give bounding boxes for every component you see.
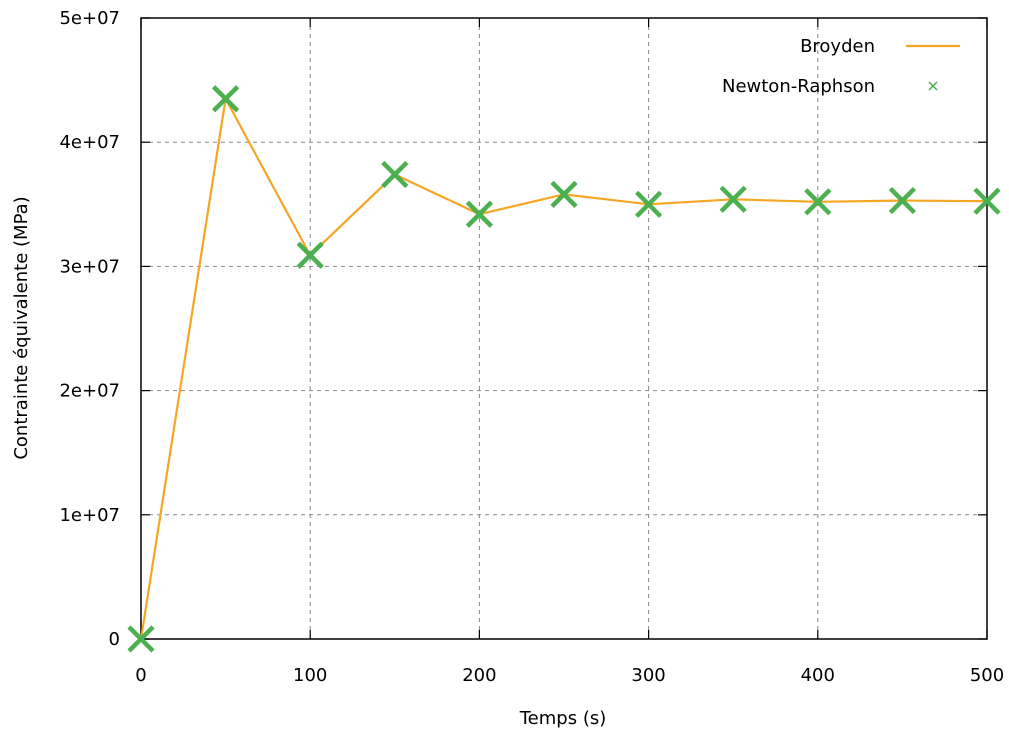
cross-stroke (973, 187, 1001, 215)
x-tick-label: 300 (631, 665, 665, 686)
y-tick-label: 2e+07 (59, 381, 120, 402)
x-axis-label: Temps (s) (519, 708, 607, 729)
x-tick-label: 0 (135, 665, 146, 686)
cross-stroke (635, 190, 663, 218)
x-tick-label: 500 (970, 665, 1004, 686)
legend-swatch-cross (928, 81, 938, 91)
data-point-newton-raphson (973, 187, 1001, 215)
data-point-newton-raphson (127, 625, 155, 653)
y-tick-label: 0 (109, 629, 120, 650)
data-point-newton-raphson (212, 85, 240, 113)
data-point-newton-raphson (296, 241, 324, 269)
cross-stroke (212, 85, 240, 113)
axes: 0 100 200 300 400 500 0 1e+07 2e+07 3e+07 4e+07 5e+… (59, 8, 1004, 686)
grid-lines (141, 18, 987, 639)
legend-label: Newton-Raphson (722, 76, 875, 97)
legend: Broyden Newton-Raphson (722, 36, 960, 97)
y-tick-label: 4e+07 (59, 132, 120, 153)
series-group (127, 85, 1001, 653)
cross-stroke (888, 186, 916, 215)
series-line-broyden (139, 95, 988, 640)
cross-stroke (127, 625, 155, 653)
cross-stroke (465, 200, 493, 228)
y-tick-label: 5e+07 (59, 8, 120, 29)
legend-label: Broyden (800, 36, 875, 57)
data-point-newton-raphson (381, 160, 409, 189)
cross-stroke (381, 160, 409, 189)
data-point-newton-raphson (804, 188, 832, 216)
y-axis-label: Contrainte équivalente (MPa) (11, 196, 32, 459)
plot-frame (140, 17, 988, 640)
data-point-newton-raphson (888, 186, 916, 215)
y-tick-label: 1e+07 (59, 505, 120, 526)
cross-stroke (804, 188, 832, 216)
data-point-newton-raphson (550, 180, 578, 208)
cross-stroke (719, 185, 747, 213)
y-tick-label: 3e+07 (59, 256, 120, 277)
cross-stroke (550, 180, 578, 208)
data-point-newton-raphson (719, 185, 747, 213)
cross-stroke (296, 241, 324, 269)
x-tick-label: 200 (462, 665, 496, 686)
x-tick-label: 100 (293, 665, 327, 686)
data-point-newton-raphson (635, 190, 663, 218)
x-tick-label: 400 (801, 665, 835, 686)
data-point-newton-raphson (465, 200, 493, 228)
